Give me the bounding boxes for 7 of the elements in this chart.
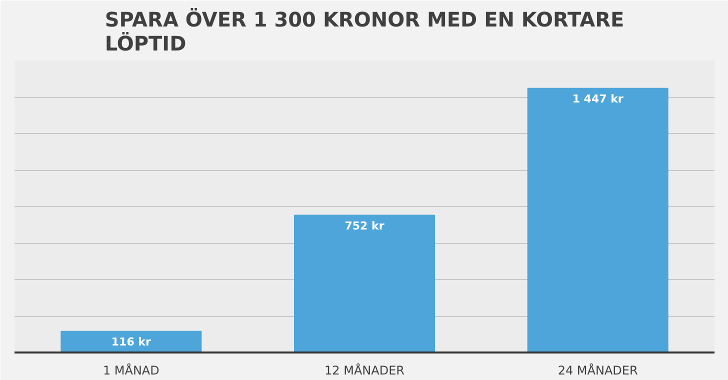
x-tick-label: 1 MÅNAD bbox=[102, 362, 160, 378]
data-label: 116 kr bbox=[111, 335, 152, 348]
chart-title: SPARA ÖVER 1 300 KRONOR MED EN KORTARE LÖPTID bbox=[104, 8, 624, 56]
x-tick-label: 12 MÅNADER bbox=[324, 362, 405, 378]
x-tick-label: 24 MÅNADER bbox=[558, 362, 638, 378]
data-label: 1 447 kr bbox=[572, 92, 624, 106]
data-label: 752 kr bbox=[344, 219, 385, 232]
